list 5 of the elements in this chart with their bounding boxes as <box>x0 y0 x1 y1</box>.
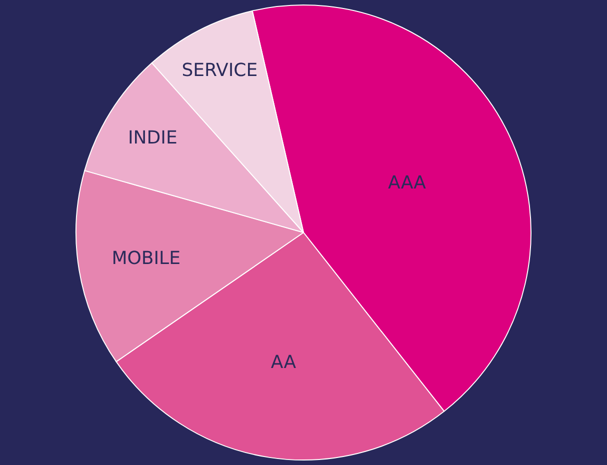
slice-label: INDIE <box>128 128 178 149</box>
slice-label: AAA <box>388 172 427 194</box>
slice-label: AA <box>270 352 297 374</box>
slice-label: MOBILE <box>112 248 180 270</box>
slice-label: SERVICE <box>182 60 258 82</box>
